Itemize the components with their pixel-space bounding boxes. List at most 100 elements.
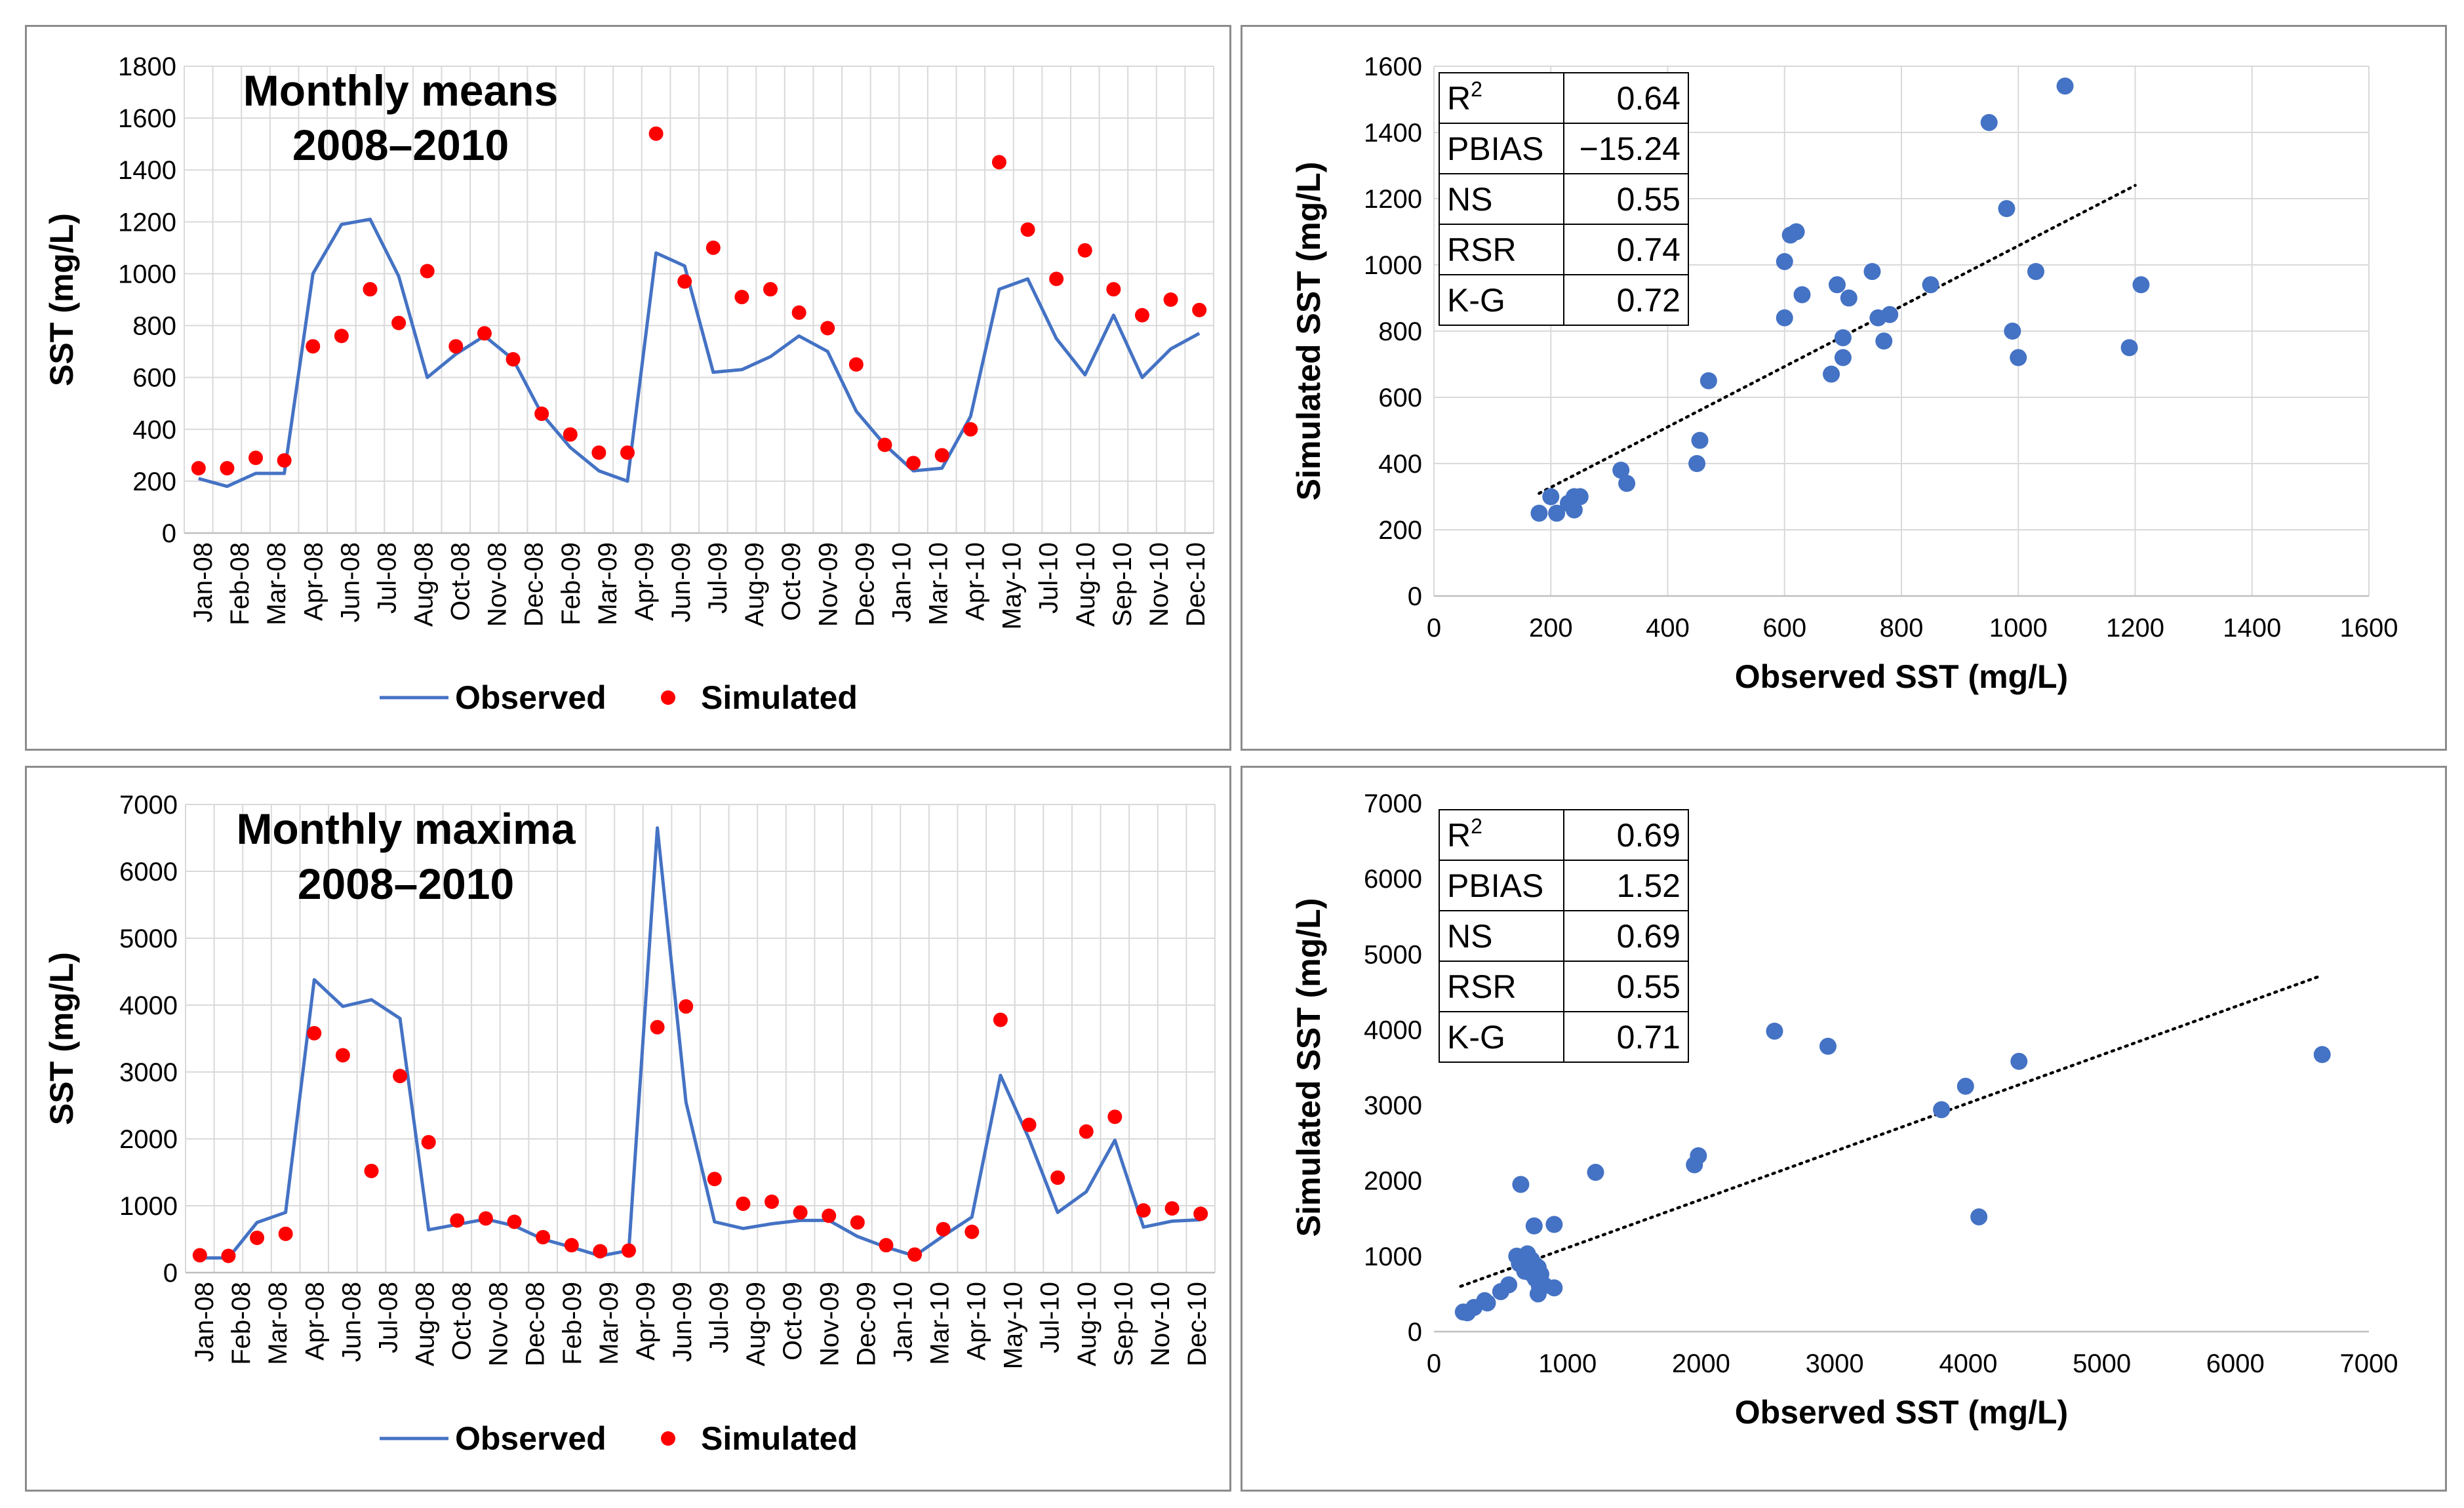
x-tick-label: Mar-09 xyxy=(595,1282,624,1365)
simulated-point xyxy=(1106,282,1121,297)
scatter-point xyxy=(2056,77,2074,95)
simulated-point xyxy=(906,456,921,471)
simulated-point xyxy=(1020,222,1035,237)
x-tick-label: Sep-10 xyxy=(1108,542,1137,627)
simulated-point xyxy=(1164,1201,1180,1216)
scatter-point xyxy=(1793,286,1811,304)
simulated-point xyxy=(1163,292,1178,307)
y-tick-label: 1400 xyxy=(118,156,176,185)
scatter-point xyxy=(1545,1216,1563,1233)
y-tick-label: 200 xyxy=(132,467,176,496)
y-tick-label: 0 xyxy=(1408,1318,1422,1347)
simulated-point xyxy=(1022,1117,1037,1132)
x-tick-label: 1000 xyxy=(1538,1349,1597,1378)
simulated-point xyxy=(393,1069,408,1084)
scatter-point xyxy=(2132,276,2150,294)
x-tick-label: Nov-10 xyxy=(1145,542,1174,627)
trendline xyxy=(1459,974,2324,1288)
simulated-point xyxy=(278,1226,293,1241)
stat-label: NS xyxy=(1447,181,1492,218)
x-tick-label: Nov-10 xyxy=(1146,1282,1175,1366)
stats-table: R2 0.69 PBIAS 1.52 NS 0.69 RSR 0.55 K-G 0.71 xyxy=(1439,809,1689,1063)
stat-value: 0.64 xyxy=(1617,80,1680,117)
stat-value: 0.69 xyxy=(1617,918,1680,955)
x-tick-label: Apr-10 xyxy=(961,542,990,621)
scatter-point xyxy=(1545,1279,1563,1297)
y-tick-label: 3000 xyxy=(1364,1092,1422,1121)
chart-title-line2: 2008–2010 xyxy=(292,121,509,169)
monthly-means-scatter-panel: 0 200 400 600 800 1000 1200 1400 1600 0 200 400 600 8… xyxy=(1241,25,2447,751)
simulated-point xyxy=(707,1172,722,1187)
scatter-point xyxy=(2004,323,2021,340)
scatter-point xyxy=(2010,349,2027,367)
x-tick-label: Apr-08 xyxy=(299,542,328,621)
x-axis-title: Observed SST (mg/L) xyxy=(1735,1394,2068,1431)
x-tick-label: 0 xyxy=(1427,614,1441,643)
simulated-point xyxy=(277,453,292,468)
simulated-point xyxy=(879,1238,894,1253)
x-tick-label: Aug-09 xyxy=(740,542,769,627)
stat-value: 0.74 xyxy=(1617,231,1680,268)
legend-observed-label: Observed xyxy=(455,1420,606,1457)
y-tick-label: 7000 xyxy=(119,791,178,820)
x-tick-label: 1400 xyxy=(2223,614,2281,643)
scatter-point xyxy=(1776,309,1793,327)
stat-value: 0.55 xyxy=(1617,181,1680,218)
stat-label: PBIAS xyxy=(1447,130,1543,167)
simulated-point xyxy=(648,126,664,141)
simulated-point xyxy=(1077,243,1092,258)
y-tick-label: 1800 xyxy=(118,52,176,81)
x-tick-label: 4000 xyxy=(1939,1349,1997,1378)
x-tick-label: Jan-10 xyxy=(887,542,916,622)
x-tick-label: 6000 xyxy=(2206,1349,2265,1378)
simulated-point xyxy=(993,1012,1008,1027)
scatter-point xyxy=(1548,504,1566,522)
x-tick-label: Aug-09 xyxy=(742,1282,770,1366)
x-tick-label: Jul-10 xyxy=(1036,1282,1065,1353)
stat-value: 0.71 xyxy=(1617,1019,1680,1056)
scatter-point xyxy=(2027,263,2044,281)
scatter-point xyxy=(2010,1052,2028,1070)
simulated-point xyxy=(421,1135,436,1150)
x-tick-label: 5000 xyxy=(2073,1349,2131,1378)
legend-simulated-swatch xyxy=(661,1431,675,1446)
legend-simulated-swatch xyxy=(661,690,675,705)
simulated-point xyxy=(1107,1109,1123,1124)
y-tick-label: 4000 xyxy=(119,991,178,1020)
x-axis-title: Observed SST (mg/L) xyxy=(1735,658,2068,695)
scatter-point xyxy=(1834,329,1852,347)
simulated-point xyxy=(1049,271,1064,287)
scatter-point xyxy=(1863,263,1881,281)
stats-table: R2 0.64 PBIAS −15.24 NS 0.55 RSR 0.74 K-G 0.72 xyxy=(1439,72,1689,326)
x-tick-label: Aug-10 xyxy=(1073,1282,1102,1366)
x-tick-label: May-10 xyxy=(999,1282,1028,1369)
monthly-means-timeseries-chart: 0 200 400 600 800 1000 1200 1400 1600 1800 Jan-08 F… xyxy=(43,52,1214,716)
simulated-point xyxy=(191,461,206,476)
y-tick-label: 1600 xyxy=(118,104,176,133)
simulated-point xyxy=(679,999,694,1014)
simulated-point xyxy=(248,450,264,466)
y-tick-label: 4000 xyxy=(1364,1016,1422,1044)
scatter-point xyxy=(1998,200,2016,218)
simulated-point xyxy=(1079,1124,1094,1139)
x-tick-label: Dec-10 xyxy=(1182,542,1210,627)
scatter-point xyxy=(1834,349,1852,367)
y-tick-label: 2000 xyxy=(119,1125,178,1154)
scatter-point xyxy=(1699,372,1717,389)
scatter-point xyxy=(1933,1101,1951,1119)
scatter-point xyxy=(1508,1247,1526,1265)
scatter-point xyxy=(1691,431,1709,449)
scatter-point xyxy=(1612,462,1630,479)
stat-label: NS xyxy=(1447,918,1492,955)
simulated-point xyxy=(650,1020,665,1035)
x-tick-label: Feb-09 xyxy=(558,1282,587,1365)
stat-label: PBIAS xyxy=(1447,867,1543,904)
x-tick-label: Aug-08 xyxy=(409,542,438,627)
simulated-point xyxy=(793,1205,808,1220)
scatter-point xyxy=(1970,1208,1988,1225)
x-tick-label: Oct-09 xyxy=(778,1282,807,1360)
simulated-point xyxy=(391,315,407,330)
y-tick-label: 800 xyxy=(132,312,176,341)
scatter-point xyxy=(1787,223,1805,241)
stat-label: RSR xyxy=(1447,968,1517,1005)
